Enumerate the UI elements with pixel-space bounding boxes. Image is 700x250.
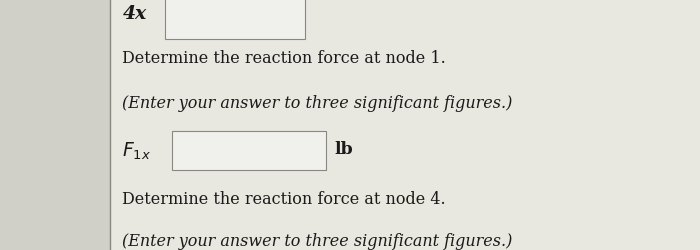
FancyBboxPatch shape [172,131,326,170]
Text: Determine the reaction force at node 4.: Determine the reaction force at node 4. [122,190,446,207]
Text: (Enter your answer to three significant figures.): (Enter your answer to three significant … [122,95,513,112]
Text: Determine the reaction force at node 1.: Determine the reaction force at node 1. [122,50,447,67]
Text: lb: lb [334,140,353,157]
Bar [0,0,108,250]
Text: $F_{1x}$: $F_{1x}$ [122,140,151,161]
FancyBboxPatch shape [164,0,304,40]
Text: (Enter your answer to three significant figures.): (Enter your answer to three significant … [122,232,513,250]
Text: 4x: 4x [122,5,146,23]
